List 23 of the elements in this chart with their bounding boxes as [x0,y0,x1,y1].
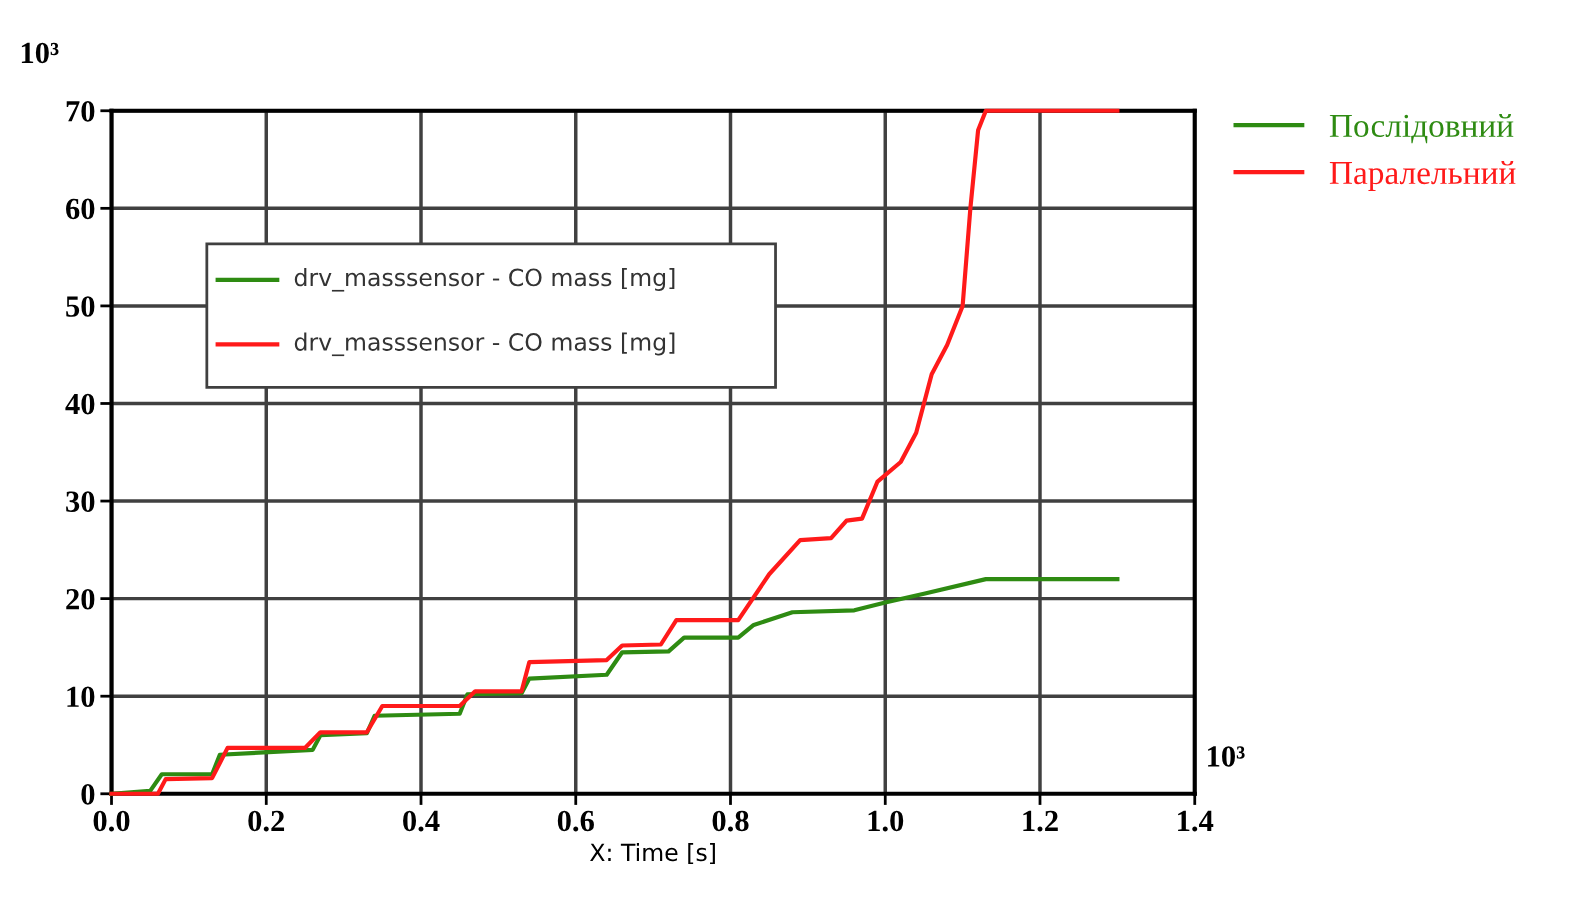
x-tick-label: 0.6 [557,810,594,832]
annotation: drv_masssensor - CO mass [mg] [294,332,675,357]
y-tick-label: 60 [66,198,95,220]
legend-label: Послідовний [1329,113,1514,144]
x-tick-label: 0.0 [93,810,130,832]
x-axis-title: X: Time [s] [590,843,715,865]
y-tick-label: 0 [81,784,95,805]
y-tick-label: 40 [65,393,95,415]
y-tick-label: 50 [66,296,95,317]
y-tick-label: 70 [66,101,95,122]
x-tick-label: 1.4 [1178,810,1214,832]
text: 10³ [1208,746,1245,767]
text: 10³ [21,42,59,64]
y-tick-label: 20 [66,588,95,610]
x-tick-label: 0.8 [712,810,749,832]
x-tick-label: 1.2 [1023,810,1058,832]
x-tick-label: 0.2 [248,810,285,832]
x-tick-label: 1.0 [868,810,904,832]
annotation: drv_masssensor - CO mass [mg] [294,268,675,292]
y-tick-label: 10 [67,686,95,708]
legend-label: Паралельний [1329,161,1516,191]
x-tick-label: 0.4 [403,810,440,832]
y-tick-label: 30 [66,491,95,512]
